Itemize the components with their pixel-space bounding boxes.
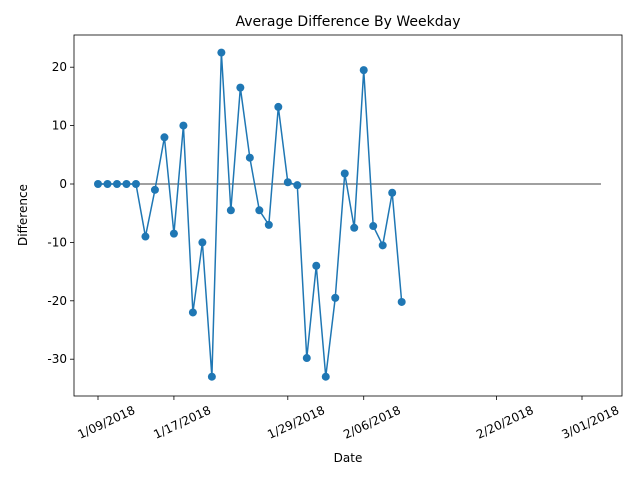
data-point: [160, 133, 169, 142]
chart-title: Average Difference By Weekday: [235, 14, 460, 30]
data-point: [302, 354, 311, 363]
data-point: [141, 232, 150, 241]
data-point: [350, 223, 359, 232]
data-point: [150, 185, 159, 194]
data-point: [283, 178, 292, 187]
y-tick-label: 20: [52, 60, 67, 74]
data-point: [255, 206, 264, 215]
data-point: [331, 293, 340, 302]
data-point: [397, 297, 406, 306]
data-point: [198, 238, 207, 247]
data-point: [369, 222, 378, 231]
data-point: [169, 229, 178, 238]
data-point: [264, 220, 273, 229]
y-axis-title: Difference: [16, 184, 30, 246]
y-tick-label: 0: [59, 177, 67, 191]
data-point: [112, 180, 121, 188]
plot-area: [94, 48, 601, 381]
data-point: [122, 180, 131, 188]
data-point: [207, 372, 216, 381]
data-point: [378, 241, 387, 250]
data-point: [131, 180, 140, 188]
data-point: [388, 188, 397, 197]
data-point: [359, 66, 368, 75]
x-axis-title: Date: [334, 451, 363, 465]
y-tick-label: -30: [47, 352, 67, 366]
data-point: [312, 261, 321, 270]
data-point: [236, 83, 245, 92]
data-point: [94, 180, 102, 188]
data-point: [245, 153, 254, 162]
data-point: [293, 181, 302, 190]
data-point: [188, 308, 197, 317]
data-point: [217, 48, 226, 57]
data-point: [340, 169, 349, 178]
data-point: [179, 121, 188, 130]
data-point: [274, 102, 283, 111]
data-point: [103, 180, 112, 188]
y-tick-label: 10: [52, 119, 67, 133]
data-point: [226, 206, 235, 215]
axes-frame: [73, 34, 623, 397]
y-tick-label: -20: [47, 294, 67, 308]
y-tick-label: -10: [47, 235, 67, 249]
data-point: [321, 372, 330, 381]
